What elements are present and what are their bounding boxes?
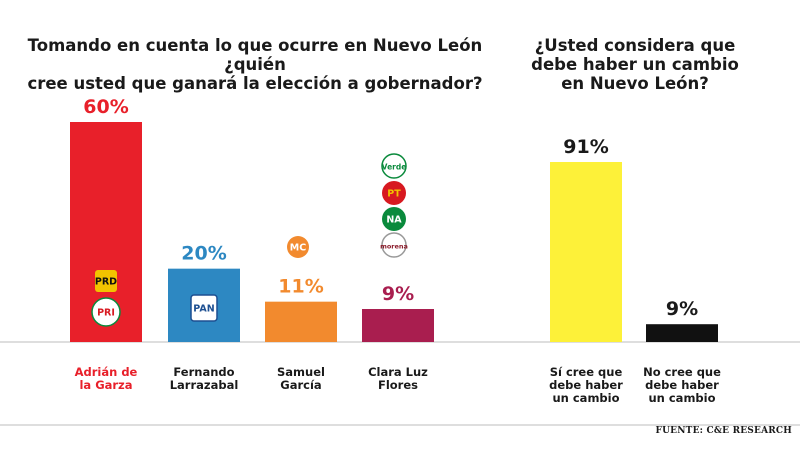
svg-text:MC: MC (290, 243, 306, 254)
value-label-1-1: 60% (83, 96, 128, 118)
pri-logo-icon: PRI (91, 297, 121, 327)
svg-text:PAN: PAN (193, 304, 214, 315)
value-label-2-2: 9% (666, 298, 698, 320)
value-label-1-2: 20% (181, 243, 226, 265)
bar-1-4 (362, 309, 434, 342)
svg-text:NA: NA (386, 215, 402, 226)
na-logo-icon: NA (382, 207, 406, 231)
source-note: FUENTE: C&E RESEARCH (655, 426, 792, 436)
value-label-1-3: 11% (278, 276, 323, 298)
value-label-2-1: 91% (563, 136, 608, 158)
bar-2-1 (550, 162, 622, 342)
svg-text:PRD: PRD (95, 277, 117, 288)
morena-logo-icon: morena (380, 232, 408, 258)
category-label-1-1: Adrián de la Garza (75, 365, 138, 392)
pvem-logo-icon: Verde (381, 153, 407, 179)
category-label-2-1: Sí cree que debe haber un cambio (549, 365, 623, 405)
bar-2-2 (646, 324, 718, 342)
category-label-1-2: Fernando Larrazabal (170, 365, 239, 392)
mc-logo-icon: MC (287, 236, 309, 258)
pan-logo-icon: PAN (190, 294, 218, 322)
chart-1-title: Tomando en cuenta lo que ocurre en Nuevo… (27, 36, 483, 93)
category-label-1-4: Clara Luz Flores (368, 365, 428, 392)
prd-logo-icon: PRD (95, 270, 117, 292)
bar-1-3 (265, 301, 337, 342)
pt-logo-icon: PT (382, 181, 406, 205)
svg-text:PT: PT (387, 189, 401, 200)
chart-2-title: ¿Usted considera que debe haber un cambi… (531, 36, 739, 93)
value-label-1-4: 9% (382, 283, 414, 305)
svg-text:PRI: PRI (97, 308, 115, 319)
svg-text:morena: morena (380, 243, 408, 251)
svg-text:Verde: Verde (382, 163, 407, 172)
category-label-1-3: Samuel García (277, 365, 325, 392)
category-label-2-2: No cree que debe haber un cambio (643, 365, 721, 405)
